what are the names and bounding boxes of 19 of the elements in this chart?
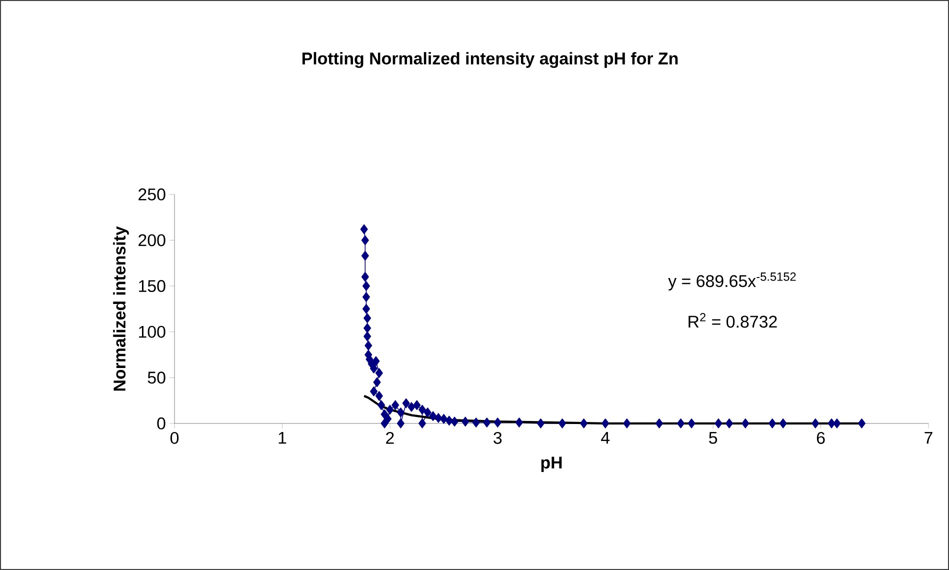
annotation: R$^{2}$ = 0.8732 — [688, 313, 777, 328]
y-tick-label: 200 — [138, 234, 166, 246]
y-axis-title: Normalized intensity — [113, 226, 129, 391]
x-axis-title: pH — [541, 456, 562, 472]
x-tick-label: 6 — [816, 432, 825, 444]
y-tick-label: 0 — [157, 417, 166, 430]
y-tick-label: 150 — [139, 280, 166, 292]
x-tick-label: 3 — [494, 432, 502, 444]
x-tick-label: 1 — [278, 432, 286, 444]
chart-title: Plotting Normalized intensity against pH for Zn — [302, 52, 678, 68]
annotation: y = 689.65x$^{-5.5152}$ — [668, 272, 796, 290]
y-tick-label: 100 — [139, 326, 166, 338]
x-tick-label: 0 — [170, 432, 179, 444]
x-tick-label: 5 — [709, 432, 718, 444]
y-tick-label: 50 — [148, 372, 166, 384]
y-tick-label: 250 — [138, 188, 166, 200]
x-tick-label: 4 — [601, 432, 610, 444]
x-tick-label: 2 — [386, 432, 394, 444]
x-tick-label: 7 — [924, 432, 932, 444]
